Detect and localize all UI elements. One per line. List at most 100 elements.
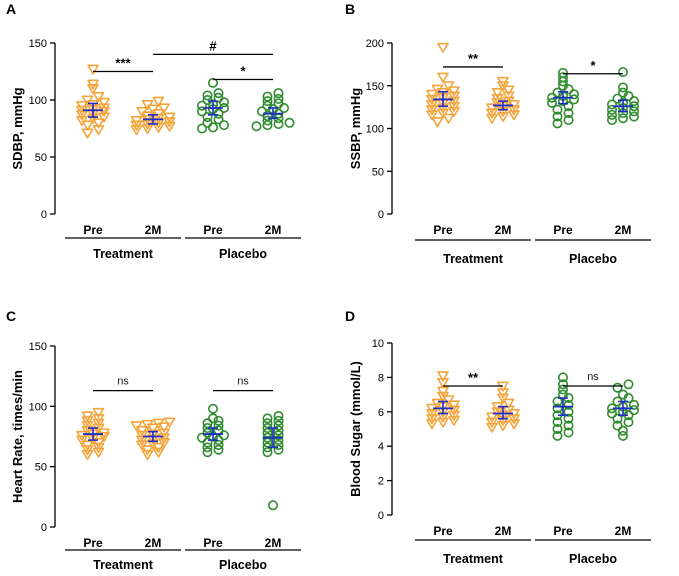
- y-tick-label: 50: [35, 462, 47, 474]
- data-point: [208, 403, 219, 414]
- group-label: Placebo: [219, 558, 267, 572]
- y-tick-label: 8: [378, 372, 384, 384]
- data-point: [617, 113, 628, 124]
- data-point: [508, 110, 520, 121]
- data-point: [262, 115, 273, 126]
- data-point: [426, 414, 438, 425]
- y-tick-label: 0: [41, 522, 47, 534]
- data-point: [563, 406, 574, 417]
- data-point: [262, 418, 273, 429]
- data-point: [262, 447, 273, 458]
- y-tick-label: 0: [41, 209, 47, 221]
- data-point: [563, 413, 574, 424]
- data-point: [437, 417, 449, 428]
- data-point: [213, 439, 224, 450]
- x-category-label: Pre: [83, 536, 103, 550]
- data-point: [431, 117, 444, 128]
- data-point: [208, 122, 219, 133]
- data-point: [87, 84, 99, 95]
- data-point: [81, 450, 94, 461]
- data-point: [267, 500, 278, 511]
- data-point: [147, 423, 159, 434]
- data-point: [213, 88, 224, 99]
- y-tick-label: 4: [378, 441, 384, 453]
- y-tick-label: 2: [378, 476, 384, 488]
- data-point: [497, 421, 509, 432]
- data-point: [92, 407, 105, 418]
- y-tick-label: 100: [29, 401, 47, 413]
- data-point: [563, 108, 574, 119]
- y-tick-label: 100: [29, 95, 47, 107]
- group-label: Placebo: [569, 552, 617, 566]
- data-point: [606, 109, 617, 120]
- x-category-label: Pre: [203, 536, 223, 550]
- significance-label: *: [240, 63, 246, 78]
- data-point: [426, 408, 438, 420]
- y-tick-label: 150: [29, 341, 47, 353]
- data-point: [552, 430, 563, 441]
- x-category-label: Pre: [433, 223, 453, 237]
- data-point: [219, 120, 230, 131]
- data-point: [448, 101, 460, 112]
- data-point: [486, 103, 498, 114]
- data-point: [563, 427, 574, 438]
- data-point: [552, 104, 563, 115]
- data-point: [486, 417, 498, 428]
- data-point: [606, 114, 617, 125]
- data-point: [163, 121, 176, 132]
- data-point: [486, 113, 498, 124]
- panel-letter: A: [6, 1, 16, 17]
- data-point: [497, 388, 509, 399]
- data-point: [448, 410, 460, 421]
- data-point: [273, 444, 284, 455]
- data-point: [197, 123, 208, 134]
- data-point: [262, 413, 273, 424]
- panel-letter: C: [6, 308, 16, 324]
- data-point: [448, 405, 460, 416]
- data-point: [273, 439, 284, 450]
- data-point: [491, 88, 504, 99]
- y-axis-title: SSBP, mmHg: [348, 88, 363, 169]
- data-point: [508, 419, 520, 430]
- data-point: [502, 398, 515, 409]
- significance-label: ns: [117, 376, 129, 388]
- y-axis-title: SDBP, mmHg: [10, 87, 25, 169]
- y-tick-label: 100: [366, 124, 384, 136]
- y-tick-label: 0: [378, 209, 384, 221]
- data-point: [81, 128, 94, 139]
- data-point: [563, 101, 574, 112]
- chart-panel-b: B 0 50 100 150 200 SSBP, mmHg Pre 2M Pre 2M Treatme…: [345, 1, 651, 266]
- data-point: [497, 393, 509, 404]
- significance-label: **: [468, 370, 479, 385]
- significance-label: ***: [115, 56, 131, 71]
- y-axis-title: Heart Rate, times/min: [10, 370, 25, 503]
- data-point: [141, 123, 154, 135]
- y-tick-label: 150: [29, 38, 47, 50]
- data-point: [278, 102, 289, 113]
- data-point: [431, 398, 444, 409]
- y-tick-label: 150: [366, 81, 384, 93]
- data-point: [628, 399, 639, 410]
- y-tick-label: 6: [378, 407, 384, 419]
- data-point: [502, 85, 515, 96]
- data-point: [76, 110, 88, 121]
- data-point: [448, 400, 460, 411]
- data-point: [213, 114, 224, 125]
- data-point: [98, 97, 110, 108]
- data-point: [284, 117, 295, 128]
- significance-label: **: [468, 51, 479, 66]
- group-label: Treatment: [93, 558, 154, 572]
- data-point: [98, 103, 110, 114]
- panel-letter: D: [345, 308, 355, 324]
- data-point: [426, 89, 438, 100]
- data-point: [448, 86, 460, 97]
- data-point: [437, 386, 449, 397]
- significance-label: ns: [237, 376, 249, 388]
- data-point: [448, 106, 460, 117]
- data-point: [208, 77, 219, 88]
- data-point: [92, 92, 105, 103]
- data-point: [213, 444, 224, 455]
- data-point: [197, 106, 208, 117]
